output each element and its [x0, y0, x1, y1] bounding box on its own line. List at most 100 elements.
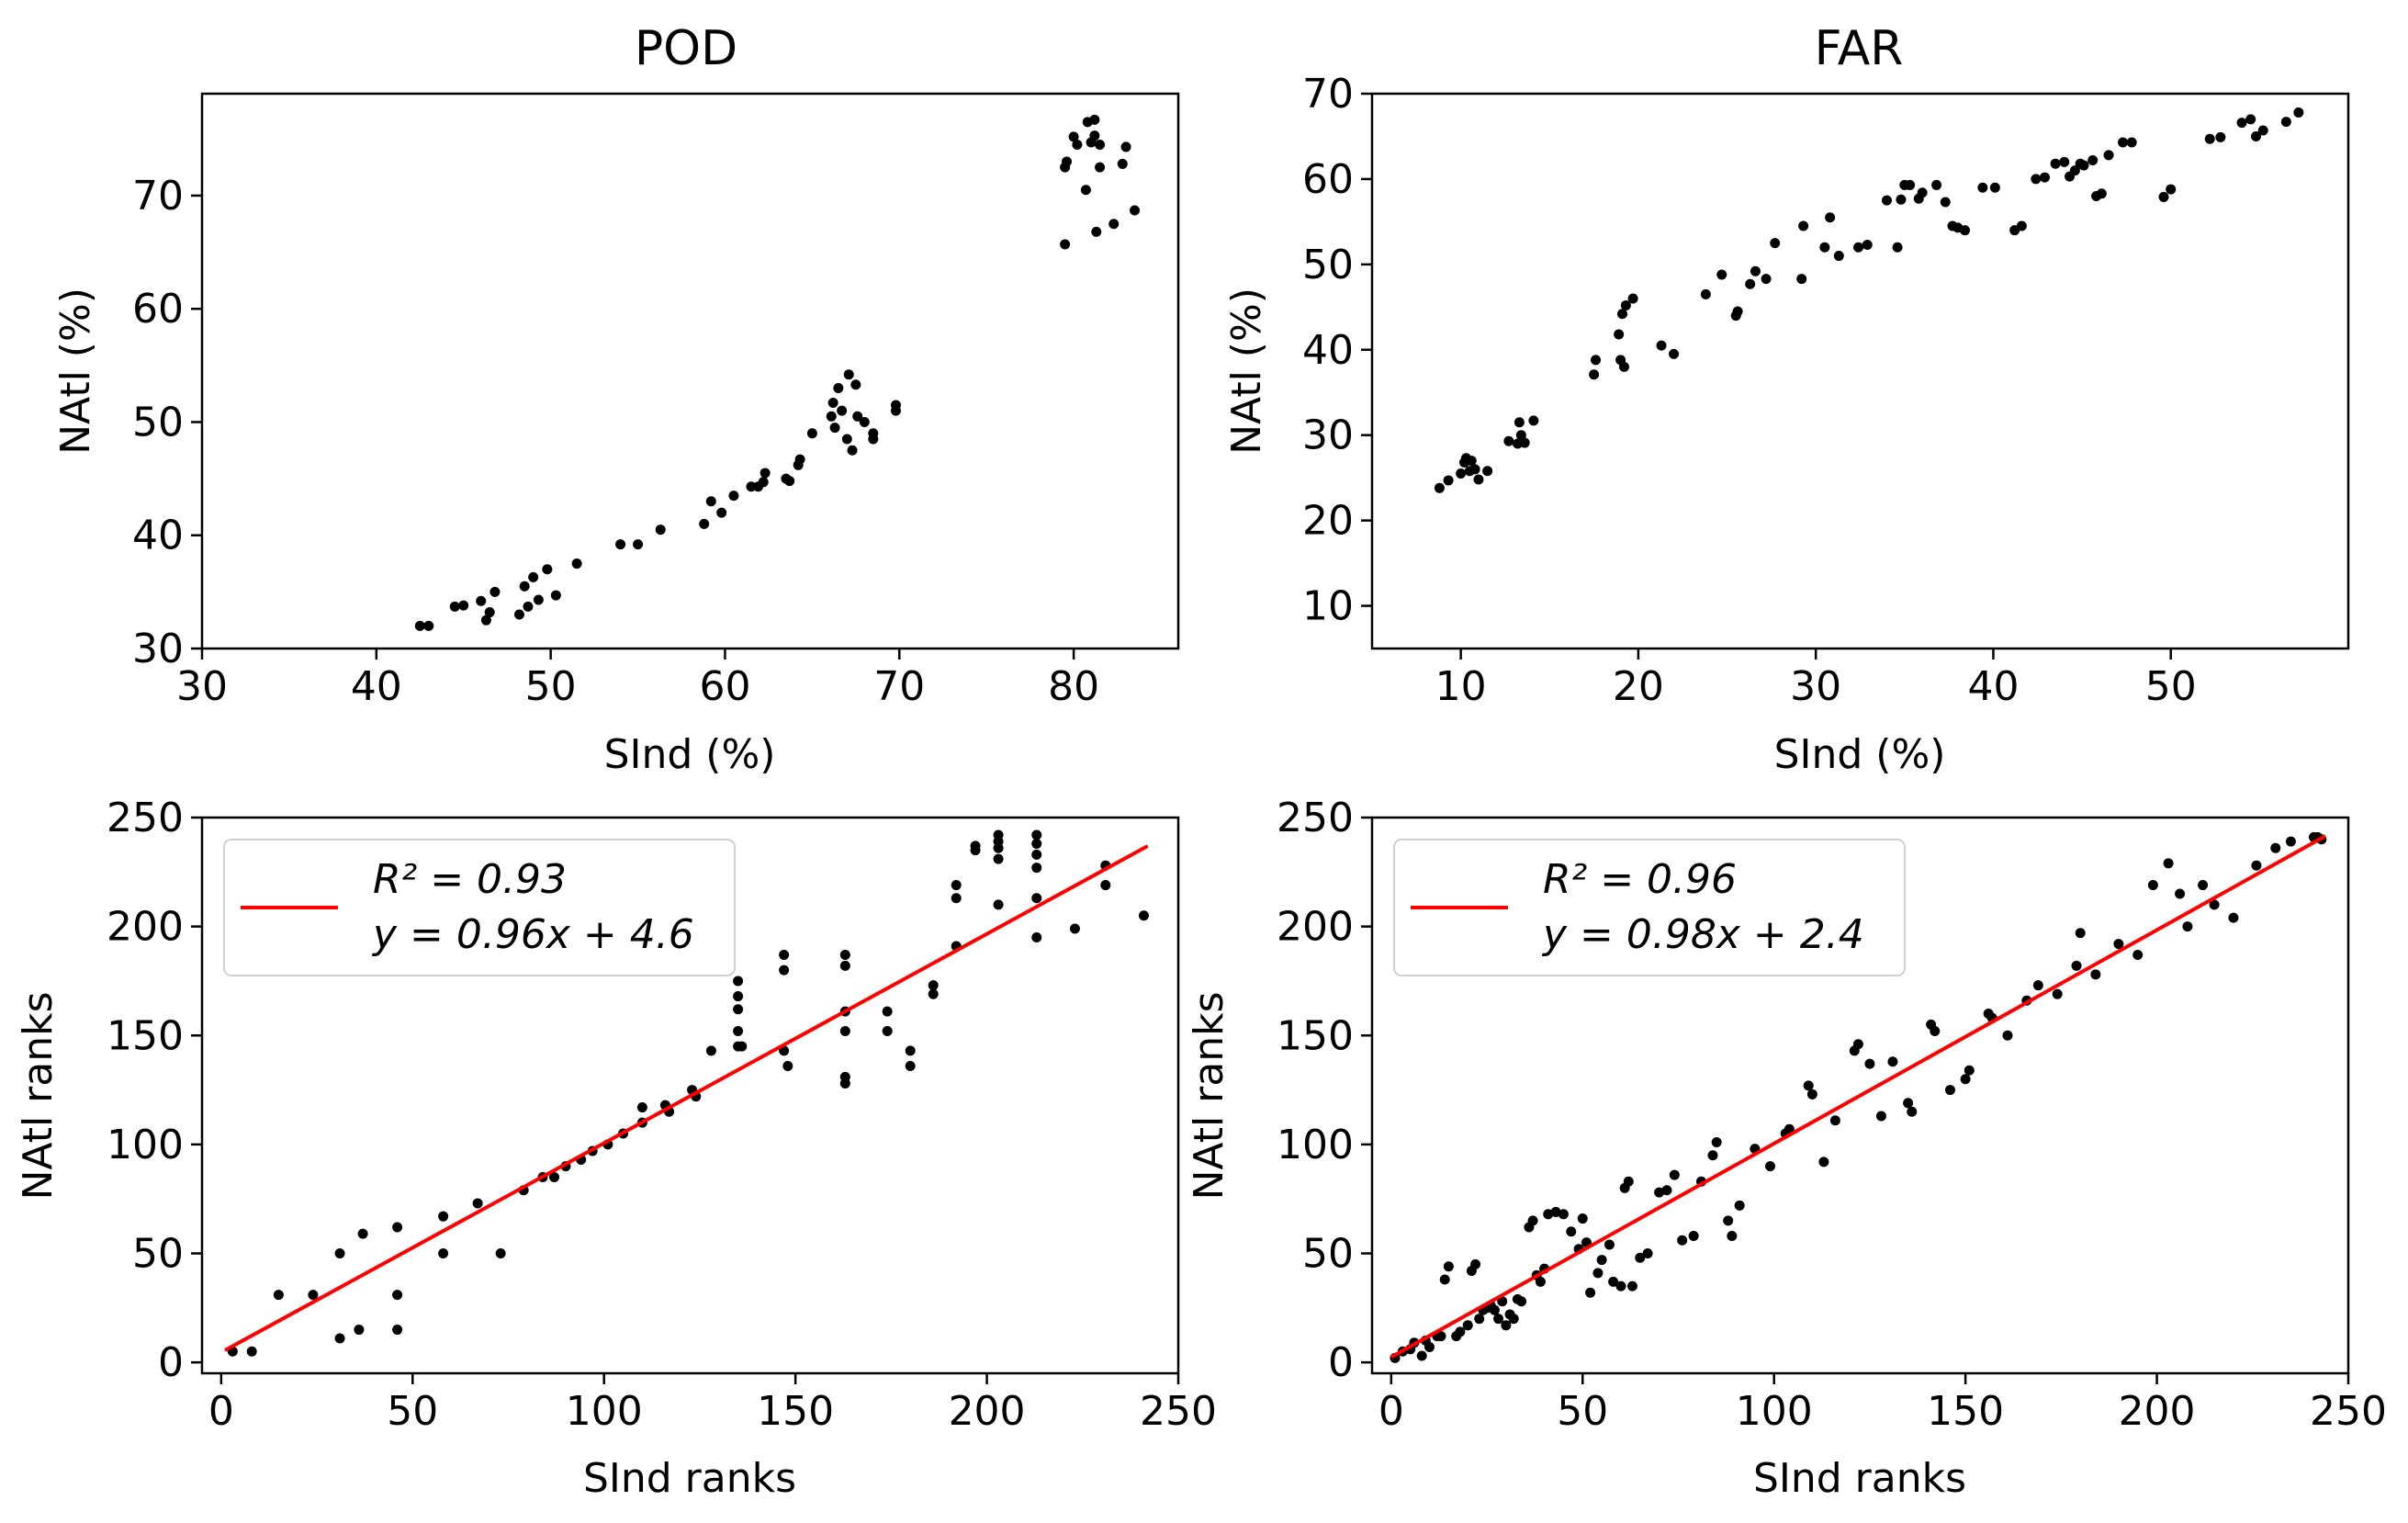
data-point: [951, 893, 962, 904]
data-point: [489, 586, 501, 597]
data-point: [1489, 1304, 1500, 1315]
pod-ranks-fit-line: [224, 844, 1149, 1352]
data-point: [2050, 158, 2061, 169]
data-point: [1435, 1331, 1446, 1342]
data-point: [1091, 226, 1102, 237]
data-point: [1864, 1058, 1875, 1069]
pod-ranks-x-axis-label: SInd ranks: [583, 1455, 796, 1502]
y-tick-label: 250: [1277, 795, 1354, 841]
data-point: [1060, 239, 1071, 250]
data-point: [523, 601, 534, 612]
data-point: [951, 880, 962, 891]
data-point: [2032, 980, 2043, 991]
x-tick-label: 200: [2119, 1388, 2196, 1435]
x-tick-label: 40: [351, 663, 402, 710]
x-tick-label: 100: [1736, 1388, 1813, 1435]
data-point: [1716, 269, 1727, 280]
data-point: [2198, 880, 2209, 891]
data-point: [636, 1102, 647, 1113]
data-point: [1466, 456, 1477, 467]
data-point: [705, 496, 716, 507]
data-point: [2163, 858, 2174, 869]
far-ranks-x-ticks: 0 50 100 150 200 250: [1378, 1373, 2387, 1435]
data-point: [2245, 114, 2256, 125]
data-point: [484, 607, 495, 618]
data-point: [1080, 185, 1091, 196]
data-point: [1896, 194, 1907, 205]
far-ranks-legend-equation: y = 0.98x + 2.4: [1541, 911, 1864, 958]
data-point: [1931, 179, 1942, 190]
y-tick-label: 70: [1302, 71, 1354, 118]
data-point: [779, 949, 790, 960]
data-point: [1482, 466, 1493, 477]
data-point: [1661, 1185, 1672, 1196]
data-point: [1862, 239, 1873, 250]
data-point: [1439, 1274, 1450, 1285]
data-point: [1770, 238, 1781, 249]
data-point: [1068, 131, 1079, 142]
data-point: [847, 445, 858, 456]
data-point: [1930, 1026, 1941, 1037]
data-point: [1503, 435, 1514, 446]
data-point: [1627, 293, 1638, 304]
data-point: [392, 1222, 403, 1233]
data-point: [2016, 220, 2027, 231]
data-point: [1585, 1287, 1596, 1298]
data-point: [1798, 220, 1809, 231]
data-point: [655, 525, 666, 536]
data-point: [737, 1041, 748, 1052]
data-point: [1700, 288, 1711, 299]
data-point: [1905, 179, 1916, 190]
x-tick-label: 10: [1435, 663, 1487, 710]
data-point: [1589, 369, 1600, 380]
data-point: [1519, 437, 1530, 448]
far-points: [1434, 107, 2304, 493]
data-point: [758, 477, 769, 488]
data-point: [890, 405, 901, 416]
x-tick-label: 50: [525, 663, 577, 710]
far-y-ticks: 10 20 30 40 50 60 70: [1302, 71, 1372, 630]
data-point: [2182, 921, 2193, 932]
y-tick-label: 10: [1302, 583, 1354, 630]
pod-ranks-legend-equation: y = 0.96x + 4.6: [371, 911, 694, 958]
data-point: [839, 1077, 850, 1089]
data-point: [1853, 242, 1864, 253]
y-tick-label: 250: [107, 795, 184, 841]
data-point: [1062, 156, 1073, 167]
data-point: [246, 1346, 257, 1357]
pod-x-ticks: 30 40 50 60 70 80: [176, 649, 1099, 710]
y-tick-label: 100: [1277, 1122, 1354, 1168]
y-tick-label: 30: [132, 626, 184, 672]
data-point: [1732, 306, 1743, 317]
data-point: [859, 416, 870, 427]
data-point: [1626, 1280, 1637, 1292]
data-point: [1727, 1231, 1738, 1242]
data-point: [782, 1060, 793, 1071]
x-tick-label: 50: [2145, 663, 2197, 710]
data-point: [1535, 1276, 1546, 1287]
data-point: [1550, 1206, 1561, 1217]
data-point: [1677, 1235, 1688, 1246]
data-point: [2158, 191, 2169, 202]
data-point: [1031, 829, 1042, 840]
data-point: [1443, 475, 1454, 486]
data-point: [1656, 340, 1667, 351]
far-x-axis-label: SInd (%): [1774, 731, 1946, 778]
data-point: [1493, 1314, 1504, 1325]
data-point: [2251, 860, 2262, 871]
data-point: [2069, 165, 2080, 176]
data-point: [1031, 863, 1042, 874]
data-point: [1473, 474, 1484, 485]
data-point: [1527, 1215, 1538, 1226]
pod-y-axis-label: NAtl (%): [52, 288, 99, 455]
data-point: [2059, 156, 2070, 167]
data-point: [2228, 912, 2239, 923]
pod-scatter-panel: POD 30 40 50 60 70 80 30 40 50 60 70 SInd (%) NAt…: [52, 21, 1180, 778]
data-point: [839, 949, 850, 960]
data-point: [833, 382, 844, 393]
data-point: [1516, 1296, 1527, 1307]
data-point: [2040, 172, 2051, 183]
data-point: [746, 481, 757, 492]
x-tick-label: 60: [699, 663, 750, 710]
